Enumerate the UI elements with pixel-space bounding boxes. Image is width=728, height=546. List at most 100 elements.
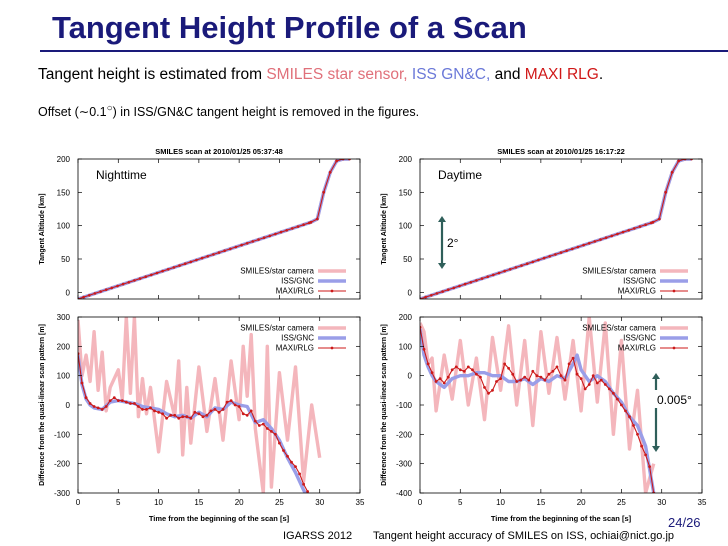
chart-2-point-maxi-rlg: [441, 290, 444, 293]
chart-1-point-maxi-rlg: [138, 277, 142, 280]
chart-3-x-tick-label: 20: [235, 498, 244, 507]
chart-4-point-maxi-rlg: [434, 380, 438, 383]
chart-2-y-tick-label: 50: [403, 255, 412, 264]
chart-1-point-maxi-rlg: [307, 221, 311, 225]
chart-1-point-maxi-rlg: [315, 217, 319, 221]
chart-1-point-maxi-rlg: [279, 230, 283, 234]
chart-4-point-maxi-rlg: [636, 432, 639, 436]
chart-4-point-maxi-rlg: [607, 387, 611, 391]
chart-4-point-maxi-rlg: [551, 369, 555, 373]
chart-2-point-maxi-rlg: [616, 232, 619, 236]
chart-3-point-maxi-rlg: [112, 396, 116, 400]
chart-2-point-maxi-rlg: [458, 284, 461, 288]
chart-2-point-maxi-rlg: [480, 277, 484, 280]
chart-3-x-tick-label: 0: [76, 498, 81, 507]
chart-4-point-maxi-rlg: [422, 347, 426, 351]
chart-3-legend-label-star-camera: SMILES/star camera: [240, 324, 314, 333]
chart-1-point-maxi-rlg: [206, 254, 209, 258]
chart-1-legend-marker-maxi-rlg: [330, 289, 334, 293]
chart-3-y-tick-label: 300: [57, 313, 71, 322]
chart-2-point-maxi-rlg: [627, 229, 630, 232]
chart-4-point-maxi-rlg: [471, 368, 474, 372]
chart-3-y-tick-label: 100: [57, 372, 71, 381]
chart-3-point-maxi-rlg: [169, 413, 173, 417]
chart-4-y-axis-label: Difference from the quasi-linear scan pa…: [381, 324, 388, 486]
chart-3-point-maxi-rlg: [141, 408, 144, 411]
chart-2-point-maxi-rlg: [514, 266, 518, 269]
chart-4-x-tick-label: 10: [496, 498, 505, 507]
chart-1-point-maxi-rlg: [121, 282, 125, 286]
chart-1-y-tick-label: 100: [57, 222, 71, 231]
description-line-2: Offset (∼0.1○) in ISS/GN&C tangent heigh…: [38, 103, 419, 119]
chart-1-legend-label-star-camera: SMILES/star camera: [240, 267, 314, 276]
chart-2-point-maxi-rlg: [520, 264, 523, 267]
scale-label-0005deg-bg: [653, 390, 698, 408]
chart-2-point-maxi-rlg: [582, 243, 585, 247]
chart-3-point-maxi-rlg: [265, 427, 269, 430]
chart-4-legend-label-iss-gnc: ISS/GNC: [623, 334, 656, 343]
chart-3-point-maxi-rlg: [241, 412, 245, 416]
chart-4-point-maxi-rlg: [487, 391, 490, 395]
chart-1-point-maxi-rlg: [144, 275, 147, 279]
chart-4-point-maxi-rlg: [535, 374, 539, 378]
chart-3-point-maxi-rlg: [229, 399, 233, 402]
chart-1-point-maxi-rlg: [93, 292, 97, 295]
chart-3-point-maxi-rlg: [173, 413, 177, 417]
chart-3-point-maxi-rlg: [257, 424, 261, 427]
chart-3-y-tick-label: -300: [54, 489, 71, 498]
chart-2-point-maxi-rlg: [604, 236, 608, 239]
chart-2-point-maxi-rlg: [486, 275, 490, 279]
chart-1-point-maxi-rlg: [274, 232, 277, 236]
chart-4-point-maxi-rlg: [483, 386, 486, 389]
chart-3-point-maxi-rlg: [120, 399, 124, 402]
chart-2-legend-label-maxi-rlg: MAXI/RLG: [618, 287, 656, 296]
chart-2-point-maxi-rlg: [599, 238, 602, 241]
chart-2-point-maxi-rlg: [554, 253, 557, 256]
chart-3-y-tick-label: -200: [54, 460, 71, 469]
chart-3-x-tick-label: 35: [356, 498, 365, 507]
chart-2-point-maxi-rlg: [475, 279, 478, 282]
chart-4-x-axis-label: Time from the beginning of the scan [s]: [491, 514, 632, 523]
chart-1-y-tick-label: 0: [66, 288, 71, 297]
chart-1-point-maxi-rlg: [82, 295, 85, 299]
source-iss-gnc: ISS GN&C,: [407, 66, 491, 83]
chart-4-y-tick-label: 100: [399, 342, 413, 351]
chart-3-point-maxi-rlg: [290, 460, 293, 464]
chart-2-y-tick-label: 200: [399, 155, 413, 164]
scale-arrow-0005deg-head-up: [652, 373, 660, 379]
chart-3-point-maxi-rlg: [213, 408, 217, 411]
chart-2-annotation: Daytime: [438, 168, 482, 182]
chart-4-point-maxi-rlg: [450, 368, 454, 372]
chart-3-point-maxi-rlg: [185, 415, 189, 419]
chart-4-y-tick-label: -100: [396, 401, 413, 410]
chart-4-point-maxi-rlg: [599, 378, 603, 382]
chart-3-point-maxi-rlg: [129, 402, 132, 405]
chart-3-point-maxi-rlg: [193, 410, 197, 414]
scale-arrow-0005deg-head-down: [652, 446, 660, 452]
chart-4-point-maxi-rlg: [499, 377, 502, 380]
chart-1-frame: [77, 158, 361, 300]
chart-1-point-maxi-rlg: [99, 290, 102, 293]
chart-3-point-maxi-rlg: [310, 500, 313, 503]
chart-4-point-maxi-rlg: [446, 375, 450, 379]
chart-4-point-maxi-rlg: [583, 387, 587, 391]
chart-3-legend-marker-maxi-rlg: [330, 346, 334, 350]
chart-1-y-tick-label: 200: [57, 155, 71, 164]
chart-3-point-maxi-rlg: [137, 405, 140, 408]
chart-3-y-axis-label: Difference from the quasi-linear scan pa…: [39, 324, 46, 486]
slide-title: Tangent Height Profile of a Scan: [52, 10, 527, 45]
chart-3-point-maxi-rlg: [237, 405, 241, 408]
footer-paper: Tangent height accuracy of SMILES on ISS…: [373, 530, 675, 542]
chart-2-point-maxi-rlg: [593, 240, 597, 243]
chart-2-point-maxi-rlg: [548, 254, 551, 258]
chart-3-point-maxi-rlg: [177, 416, 181, 420]
chart-3-point-maxi-rlg: [145, 408, 148, 411]
scale-arrow-2deg-head-up: [438, 216, 446, 222]
chart-4-y-tick-label: 0: [408, 372, 413, 381]
chart-2-point-maxi-rlg: [542, 256, 546, 260]
chart-3-point-maxi-rlg: [80, 381, 84, 385]
chart-3-point-maxi-rlg: [165, 416, 169, 420]
chart-4-y-tick-label: -200: [396, 430, 413, 439]
chart-2-point-maxi-rlg: [587, 242, 591, 245]
chart-1-point-maxi-rlg: [322, 190, 326, 194]
